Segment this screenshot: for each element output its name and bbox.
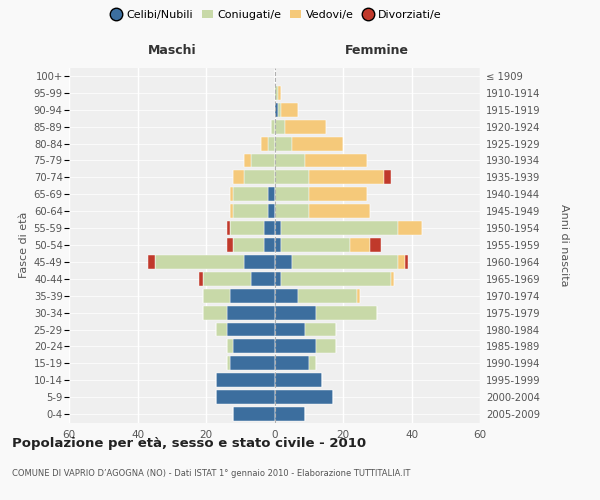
Bar — [275, 289, 298, 302]
Bar — [233, 188, 268, 201]
Bar — [309, 204, 370, 218]
Legend: Celibi/Nubili, Coniugati/e, Vedovi/e, Divorziati/e: Celibi/Nubili, Coniugati/e, Vedovi/e, Di… — [106, 6, 446, 25]
Bar — [199, 272, 203, 285]
Bar — [261, 136, 268, 150]
Bar — [264, 221, 275, 235]
Bar — [278, 103, 281, 117]
Bar — [275, 340, 316, 353]
Bar — [275, 407, 305, 421]
Bar — [384, 170, 391, 184]
Bar — [216, 374, 275, 387]
Bar — [233, 170, 244, 184]
Bar — [292, 136, 343, 150]
Bar — [227, 238, 233, 252]
Bar — [227, 306, 275, 320]
Bar — [309, 188, 367, 201]
Bar — [278, 86, 281, 100]
Bar — [275, 170, 309, 184]
Bar — [275, 374, 322, 387]
Bar — [275, 136, 292, 150]
Bar — [264, 238, 275, 252]
Bar — [233, 407, 275, 421]
Bar — [230, 204, 233, 218]
Bar — [244, 170, 275, 184]
Bar — [227, 322, 275, 336]
Bar — [268, 188, 275, 201]
Bar — [281, 221, 398, 235]
Bar — [251, 272, 275, 285]
Bar — [275, 306, 316, 320]
Bar — [216, 390, 275, 404]
Y-axis label: Anni di nascita: Anni di nascita — [559, 204, 569, 286]
Bar — [203, 289, 230, 302]
Bar — [203, 306, 227, 320]
Bar — [391, 272, 394, 285]
Bar — [244, 255, 275, 269]
Bar — [305, 154, 367, 168]
Bar — [356, 289, 360, 302]
Bar — [281, 238, 350, 252]
Bar — [275, 255, 292, 269]
Y-axis label: Fasce di età: Fasce di età — [19, 212, 29, 278]
Bar — [271, 120, 275, 134]
Bar — [275, 221, 281, 235]
Bar — [275, 390, 333, 404]
Text: Popolazione per età, sesso e stato civile - 2010: Popolazione per età, sesso e stato civil… — [12, 438, 366, 450]
Bar — [285, 120, 326, 134]
Bar — [251, 154, 275, 168]
Bar — [230, 289, 275, 302]
Bar — [227, 356, 230, 370]
Bar — [268, 204, 275, 218]
Bar — [404, 255, 408, 269]
Bar — [350, 238, 370, 252]
Bar — [275, 103, 278, 117]
Bar — [227, 340, 233, 353]
Bar — [309, 170, 384, 184]
Bar — [398, 221, 422, 235]
Bar — [275, 86, 278, 100]
Text: Maschi: Maschi — [148, 44, 196, 58]
Bar — [203, 272, 251, 285]
Bar — [281, 103, 298, 117]
Bar — [305, 322, 336, 336]
Bar — [155, 255, 244, 269]
Bar — [230, 221, 264, 235]
Bar — [370, 238, 380, 252]
Bar — [275, 120, 285, 134]
Bar — [275, 154, 305, 168]
Text: COMUNE DI VAPRIO D’AGOGNA (NO) - Dati ISTAT 1° gennaio 2010 - Elaborazione TUTTI: COMUNE DI VAPRIO D’AGOGNA (NO) - Dati IS… — [12, 468, 410, 477]
Bar — [292, 255, 398, 269]
Bar — [275, 238, 281, 252]
Bar — [275, 204, 309, 218]
Bar — [281, 272, 391, 285]
Bar — [298, 289, 357, 302]
Bar — [233, 204, 268, 218]
Bar — [230, 356, 275, 370]
Bar — [316, 340, 336, 353]
Bar — [309, 356, 316, 370]
Bar — [233, 238, 264, 252]
Bar — [227, 221, 230, 235]
Bar — [316, 306, 377, 320]
Bar — [244, 154, 251, 168]
Bar — [216, 322, 227, 336]
Bar — [275, 322, 305, 336]
Text: Femmine: Femmine — [345, 44, 409, 58]
Bar — [268, 136, 275, 150]
Bar — [148, 255, 155, 269]
Bar — [233, 340, 275, 353]
Bar — [230, 188, 233, 201]
Bar — [398, 255, 404, 269]
Bar — [275, 188, 309, 201]
Bar — [275, 272, 281, 285]
Bar — [275, 356, 309, 370]
